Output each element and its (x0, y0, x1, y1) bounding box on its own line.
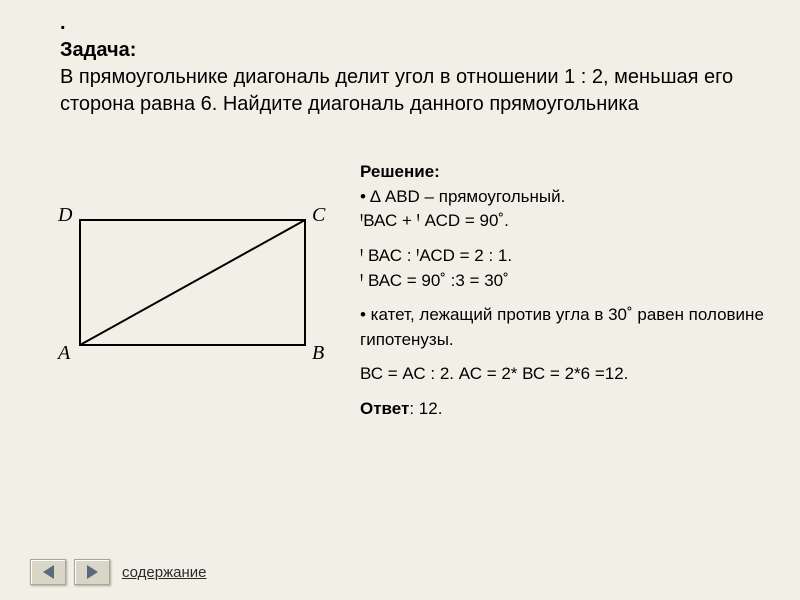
prev-button[interactable] (30, 559, 66, 585)
page: . Задача: В прямоугольнике диагональ дел… (0, 0, 800, 600)
solution-line-2: ꞋВАС + Ꞌ АСD = 90˚. (360, 209, 780, 234)
solution-block: Решение: • Δ АВD – прямоугольный. ꞋВАС +… (360, 160, 780, 422)
spacer (360, 387, 780, 397)
solution-line-3: Ꞌ ВАС : ꞋАСD = 2 : 1. (360, 244, 780, 269)
answer-value: : 12. (409, 399, 442, 418)
vertex-label-C: C (312, 204, 325, 227)
problem-block: . Задача: В прямоугольнике диагональ дел… (60, 10, 740, 118)
diagonal-line (80, 220, 305, 345)
content-link[interactable]: содержание (122, 564, 207, 581)
spacer (360, 293, 780, 303)
solution-title: Решение: (360, 160, 780, 185)
vertex-label-B: B (312, 342, 324, 365)
nav-bar: содержание (30, 559, 207, 585)
solution-line-1: • Δ АВD – прямоугольный. (360, 185, 780, 210)
solution-line-5: • катет, лежащий против угла в 30˚ равен… (360, 303, 780, 352)
triangle-left-icon (43, 565, 54, 579)
spacer (360, 234, 780, 244)
vertex-label-D: D (58, 204, 72, 227)
rectangle-svg (30, 190, 340, 390)
triangle-right-icon (87, 565, 98, 579)
rectangle-figure: D C A B (30, 190, 340, 390)
solution-line-4: Ꞌ ВАС = 90˚ :3 = 30˚ (360, 269, 780, 294)
answer-label: Ответ (360, 399, 409, 418)
solution-line-6: ВС = АС : 2. АС = 2* ВС = 2*6 =12. (360, 362, 780, 387)
problem-title: Задача: (60, 39, 136, 61)
spacer (360, 352, 780, 362)
problem-dot: . (60, 12, 66, 34)
vertex-label-A: A (58, 342, 70, 365)
problem-text: В прямоугольнике диагональ делит угол в … (60, 66, 733, 115)
next-button[interactable] (74, 559, 110, 585)
answer-line: Ответ: 12. (360, 397, 780, 422)
